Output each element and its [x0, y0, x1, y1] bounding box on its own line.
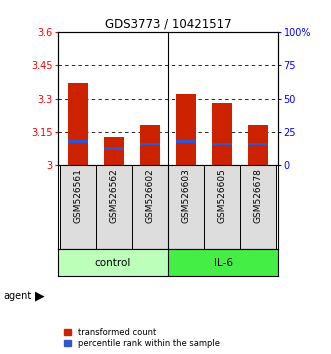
Bar [176, 140, 196, 143]
Text: GSM526603: GSM526603 [181, 168, 191, 223]
Text: agent: agent [3, 291, 31, 301]
Bar [104, 147, 124, 150]
Bar [212, 103, 232, 165]
Bar [140, 143, 160, 145]
Bar [60, 165, 96, 249]
Bar [248, 143, 268, 145]
Text: control: control [95, 258, 131, 268]
Text: ▶: ▶ [35, 289, 44, 302]
Text: IL-6: IL-6 [213, 258, 232, 268]
Bar [68, 83, 88, 165]
Bar [132, 165, 168, 249]
Title: GDS3773 / 10421517: GDS3773 / 10421517 [105, 18, 231, 31]
Bar [96, 165, 132, 249]
Text: GSM526561: GSM526561 [73, 168, 82, 223]
Bar [240, 165, 276, 249]
Text: GSM526602: GSM526602 [145, 168, 155, 223]
Bar [168, 249, 278, 276]
Legend: transformed count, percentile rank within the sample: transformed count, percentile rank withi… [62, 326, 221, 350]
Bar [204, 165, 240, 249]
Bar [176, 94, 196, 165]
Bar [168, 165, 204, 249]
Bar [140, 125, 160, 165]
Bar [212, 143, 232, 145]
Bar [104, 137, 124, 165]
Text: GSM526605: GSM526605 [217, 168, 227, 223]
Text: GSM526562: GSM526562 [109, 168, 118, 223]
Text: GSM526678: GSM526678 [254, 168, 263, 223]
Bar [248, 125, 268, 165]
Bar [68, 140, 88, 143]
Bar [58, 249, 168, 276]
